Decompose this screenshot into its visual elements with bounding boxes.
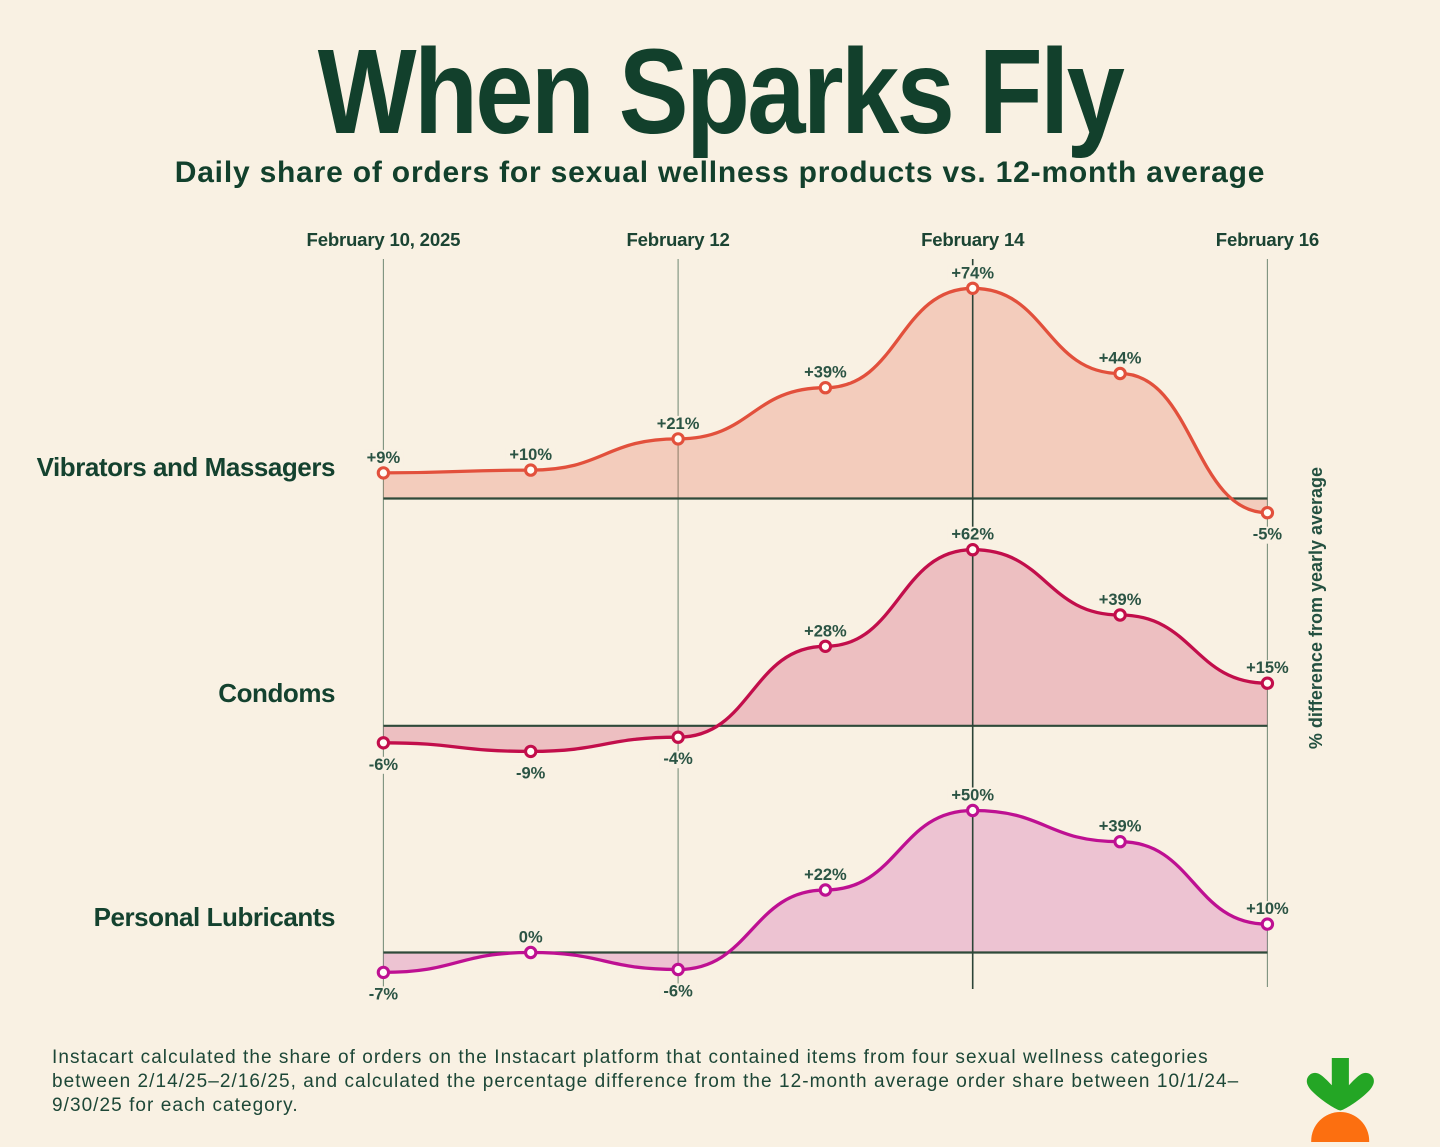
svg-text:+50%: +50% [951,787,994,805]
svg-text:+39%: +39% [1099,818,1142,836]
svg-text:+62%: +62% [951,526,994,544]
svg-text:Vibrators and Massagers: Vibrators and Massagers [37,452,335,482]
svg-text:-6%: -6% [663,983,693,1001]
svg-text:+74%: +74% [951,264,994,282]
svg-text:-5%: -5% [1253,526,1283,544]
svg-text:+22%: +22% [804,866,847,884]
svg-text:+39%: +39% [804,364,847,382]
svg-text:+15%: +15% [1246,659,1289,677]
svg-text:+10%: +10% [1246,900,1289,918]
svg-text:-6%: -6% [369,756,399,774]
svg-text:+28%: +28% [804,622,847,640]
svg-text:+9%: +9% [367,449,401,467]
svg-text:+10%: +10% [509,446,552,464]
svg-text:February 12: February 12 [626,229,729,250]
svg-text:February 10, 2025: February 10, 2025 [307,229,461,250]
svg-text:-4%: -4% [663,750,693,768]
svg-text:-7%: -7% [369,985,399,1003]
svg-text:+44%: +44% [1099,350,1142,368]
svg-text:February 16: February 16 [1216,229,1319,250]
svg-text:% difference from yearly avera: % difference from yearly average [1306,467,1326,749]
svg-text:-9%: -9% [516,764,546,782]
svg-text:0%: 0% [519,929,543,947]
svg-text:Personal Lubricants: Personal Lubricants [94,902,335,932]
svg-text:Condoms: Condoms [218,678,335,708]
svg-text:February 14: February 14 [921,229,1025,250]
svg-text:+21%: +21% [657,415,700,433]
svg-text:+39%: +39% [1099,591,1142,609]
